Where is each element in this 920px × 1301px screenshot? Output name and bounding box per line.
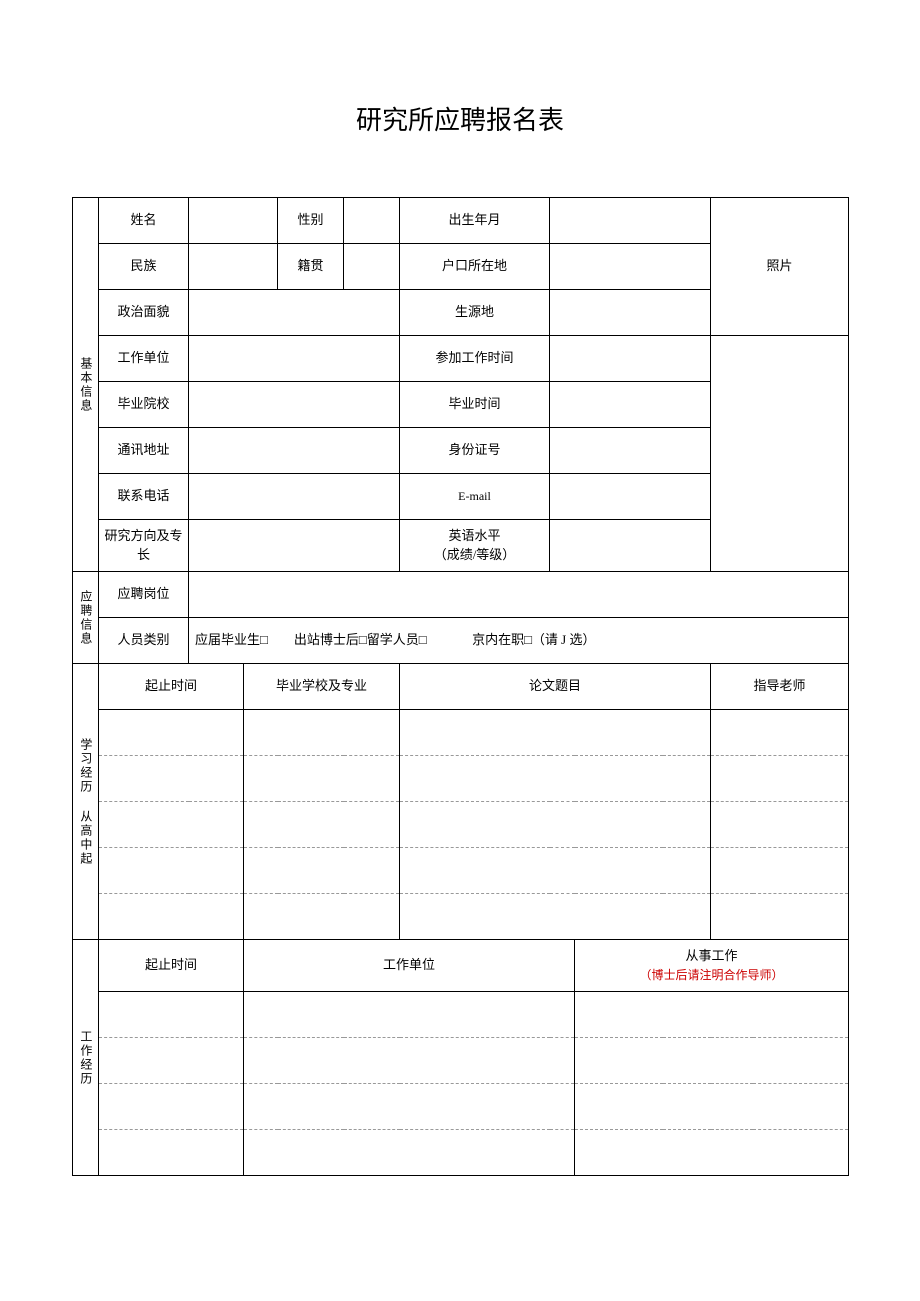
form-table: 基本信息 姓名 性别 出生年月 照片 民族 籍贯 户口所在地 政治面貌 生源地 … [72,197,849,1176]
edu-advisor-label: 指导老师 [711,664,849,710]
work-row-unit[interactable] [244,1130,575,1176]
work-row-period[interactable] [99,1130,244,1176]
phone-label: 联系电话 [99,474,189,520]
ethnicity-label: 民族 [99,244,189,290]
work-row-job[interactable] [575,1130,849,1176]
gender-label: 性别 [278,198,344,244]
edu-row-school[interactable] [244,894,400,940]
work-row-unit[interactable] [244,1038,575,1084]
edu-row-thesis[interactable] [400,894,711,940]
politics-field[interactable] [189,290,400,336]
edu-row-period[interactable] [99,802,244,848]
school-label: 毕业院校 [99,382,189,428]
work-row-job[interactable] [575,1084,849,1130]
edu-row-advisor[interactable] [711,756,849,802]
edu-row-advisor[interactable] [711,894,849,940]
hukou-field[interactable] [550,244,711,290]
edu-row-advisor[interactable] [711,710,849,756]
grad-time-field[interactable] [550,382,711,428]
work-unit-label: 工作单位 [244,940,575,992]
email-label: E-mail [400,474,550,520]
work-unit-label: 工作单位 [99,336,189,382]
type-opt1: 应届毕业生□ [195,632,268,647]
join-work-label: 参加工作时间 [400,336,550,382]
type-options[interactable]: 应届毕业生□ 出站博士后□留学人员□ 京内在职□（请 J 选） [189,618,849,664]
phone-field[interactable] [189,474,400,520]
type-opt3: 京内在职□（请 J 选） [472,632,595,647]
ethnicity-field[interactable] [189,244,278,290]
research-label: 研究方向及专长 [99,520,189,572]
work-row-unit[interactable] [244,992,575,1038]
work-row-job[interactable] [575,992,849,1038]
edu-row-thesis[interactable] [400,802,711,848]
address-field[interactable] [189,428,400,474]
edu-row-advisor[interactable] [711,848,849,894]
post-label: 应聘岗位 [99,572,189,618]
native-place-label: 籍贯 [278,244,344,290]
birth-field[interactable] [550,198,711,244]
section-apply-label: 应聘信息 [73,572,99,664]
type-opt2: 出站博士后□留学人员□ [294,632,427,647]
work-unit-field[interactable] [189,336,400,382]
id-field[interactable] [550,428,711,474]
edu-row-school[interactable] [244,848,400,894]
research-field[interactable] [189,520,400,572]
work-period-label: 起止时间 [99,940,244,992]
edu-row-thesis[interactable] [400,848,711,894]
work-job-label: 从事工作 （博士后请注明合作导师） [575,940,849,992]
section-basic-label: 基本信息 [73,198,99,572]
edu-school-major-label: 毕业学校及专业 [244,664,400,710]
name-field[interactable] [189,198,278,244]
section-edu-label: 学习经历 从高中起 [73,664,99,940]
english-field[interactable] [550,520,711,572]
edu-row-school[interactable] [244,710,400,756]
edu-thesis-label: 论文题目 [400,664,711,710]
origin-field[interactable] [550,290,711,336]
edu-row-period[interactable] [99,710,244,756]
post-field[interactable] [189,572,849,618]
name-label: 姓名 [99,198,189,244]
section-work-label: 工作经历 [73,940,99,1176]
edu-row-period[interactable] [99,894,244,940]
photo-label: 照片 [711,198,849,336]
edu-row-period[interactable] [99,848,244,894]
address-label: 通讯地址 [99,428,189,474]
work-row-job[interactable] [575,1038,849,1084]
edu-row-period[interactable] [99,756,244,802]
work-row-period[interactable] [99,1038,244,1084]
email-field[interactable] [550,474,711,520]
type-label: 人员类别 [99,618,189,664]
id-label: 身份证号 [400,428,550,474]
hukou-label: 户口所在地 [400,244,550,290]
edu-row-school[interactable] [244,756,400,802]
politics-label: 政治面貌 [99,290,189,336]
page-title: 研究所应聘报名表 [72,100,848,137]
native-place-field[interactable] [344,244,400,290]
grad-time-label: 毕业时间 [400,382,550,428]
photo-box [711,336,849,572]
join-work-field[interactable] [550,336,711,382]
edu-row-thesis[interactable] [400,756,711,802]
school-field[interactable] [189,382,400,428]
edu-row-advisor[interactable] [711,802,849,848]
gender-field[interactable] [344,198,400,244]
work-row-unit[interactable] [244,1084,575,1130]
work-row-period[interactable] [99,992,244,1038]
work-row-period[interactable] [99,1084,244,1130]
birth-label: 出生年月 [400,198,550,244]
edu-period-label: 起止时间 [99,664,244,710]
english-label: 英语水平 （成绩/等级） [400,520,550,572]
origin-label: 生源地 [400,290,550,336]
edu-row-thesis[interactable] [400,710,711,756]
edu-row-school[interactable] [244,802,400,848]
